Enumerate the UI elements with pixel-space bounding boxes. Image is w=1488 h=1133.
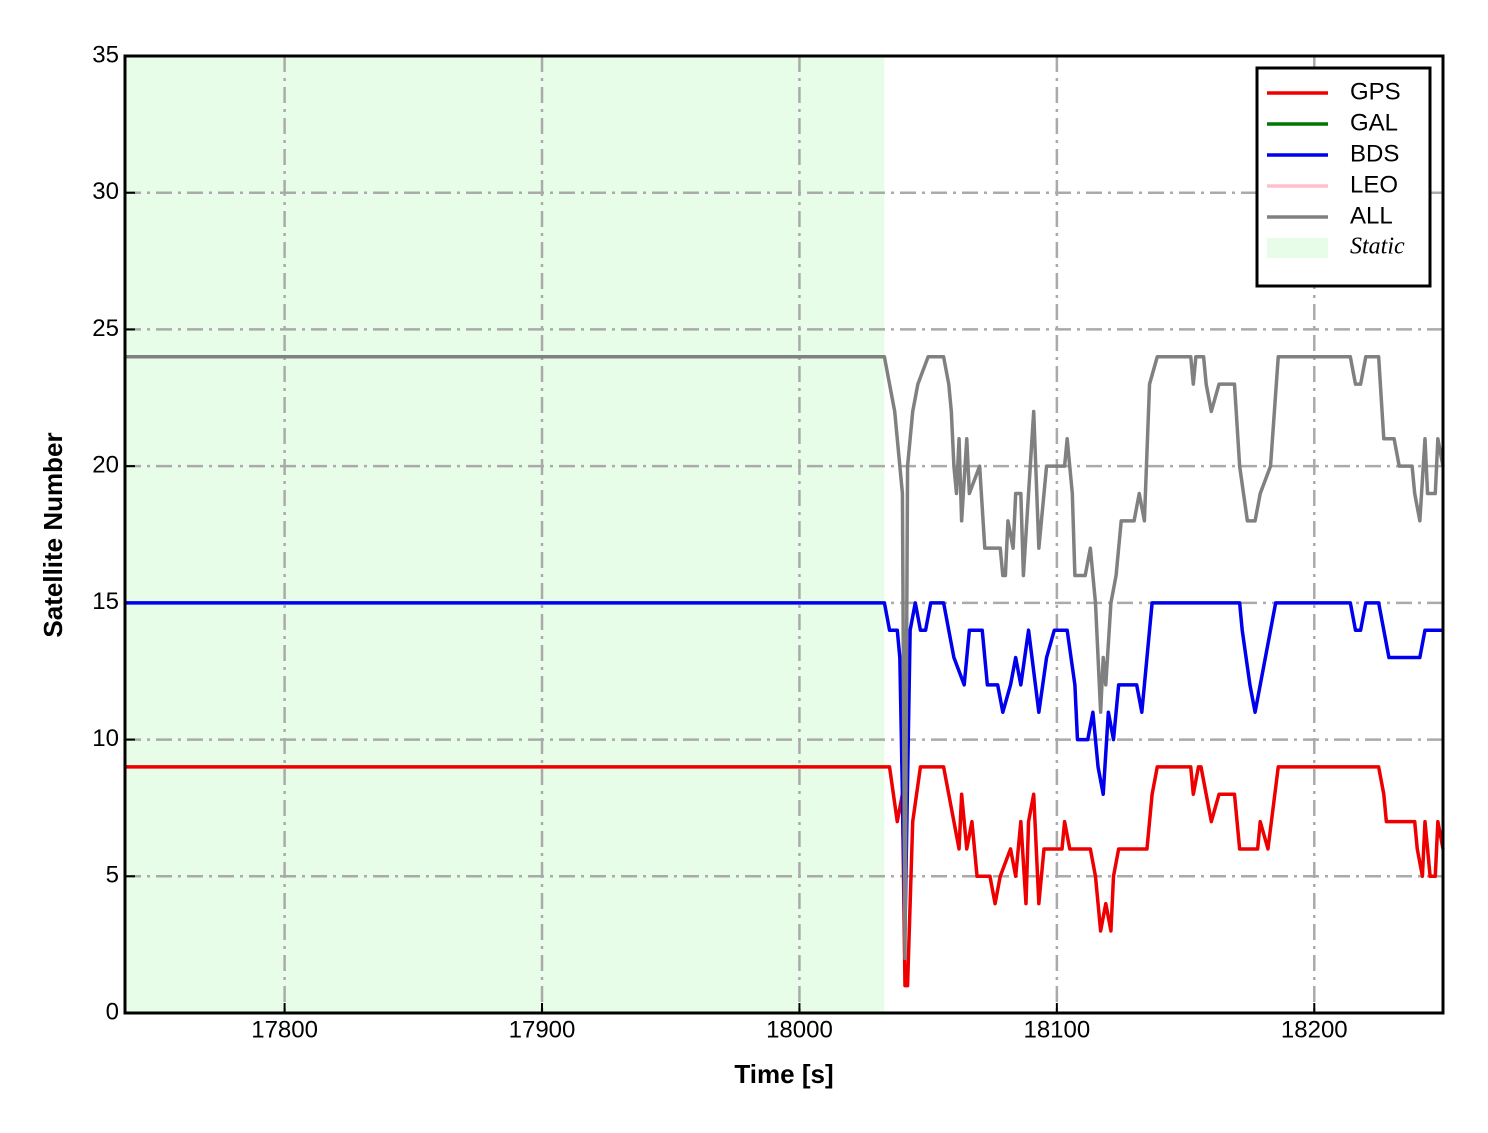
x-tick-label: 17900: [509, 1016, 576, 1043]
legend-label: GPS: [1350, 78, 1401, 105]
series-line: [125, 601, 1443, 933]
legend-label: LEO: [1350, 171, 1398, 198]
y-axis-label: Satellite Number: [38, 432, 68, 637]
y-tick-label: 35: [92, 41, 119, 68]
y-tick-label: 5: [106, 862, 119, 889]
y-tick-label: 20: [92, 451, 119, 478]
legend-swatch: [1267, 238, 1328, 258]
x-axis-label: Time [s]: [734, 1059, 833, 1089]
x-tick-label: 17800: [251, 1016, 318, 1043]
legend-label: GAL: [1350, 109, 1398, 136]
x-tick-label: 18200: [1281, 1016, 1348, 1043]
plot-frame: [123, 54, 1445, 1015]
y-tick-label: 15: [92, 588, 119, 615]
y-tick-label: 0: [106, 998, 119, 1025]
y-tick-label: 30: [92, 178, 119, 205]
shaded-region: [125, 56, 885, 1013]
series-line: [125, 765, 1445, 988]
x-tick-label: 18000: [766, 1016, 833, 1043]
x-tick-label: 18100: [1023, 1016, 1090, 1043]
legend-label: Static: [1350, 234, 1405, 260]
legend-label: BDS: [1350, 140, 1399, 167]
y-tick-label: 25: [92, 315, 119, 342]
legend-label: ALL: [1350, 202, 1393, 229]
y-tick-label: 10: [92, 725, 119, 752]
series-line: [125, 355, 1445, 961]
legend: GPS GAL BDS LEO ALL Static: [1255, 66, 1432, 288]
